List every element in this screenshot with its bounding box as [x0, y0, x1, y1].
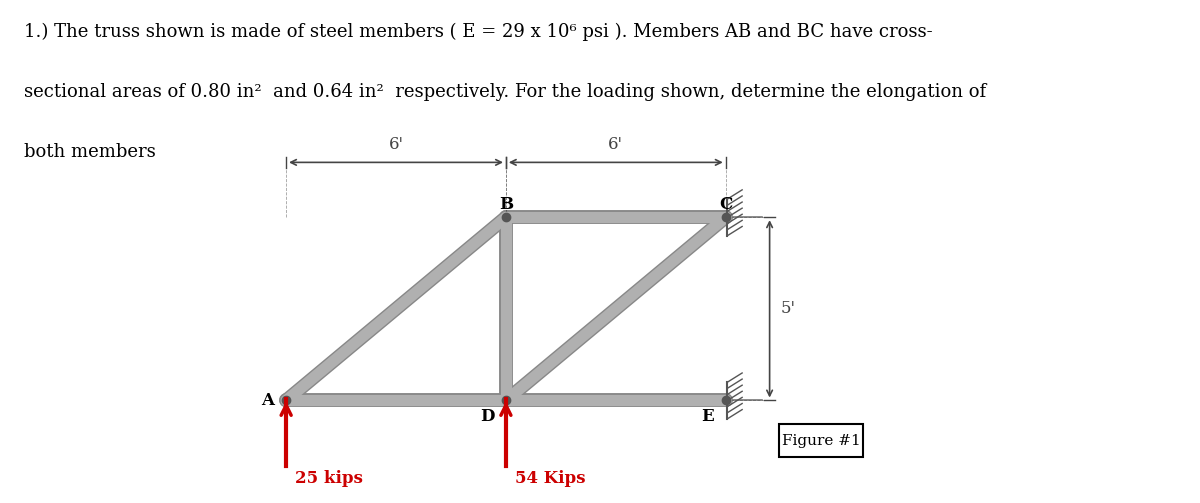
Text: D: D [480, 408, 494, 426]
FancyBboxPatch shape [779, 424, 863, 457]
Text: A: A [262, 392, 275, 409]
Text: 5': 5' [781, 300, 796, 317]
Text: 25 kips: 25 kips [295, 470, 364, 487]
Text: 6': 6' [608, 136, 623, 153]
Text: C: C [719, 196, 732, 213]
Text: both members: both members [24, 143, 156, 161]
Text: Figure #1: Figure #1 [781, 434, 860, 448]
Text: 54 Kips: 54 Kips [515, 470, 586, 487]
Text: B: B [499, 196, 512, 213]
Text: 6': 6' [389, 136, 403, 153]
Text: E: E [701, 408, 714, 426]
Text: 1.) The truss shown is made of steel members ( E = 29 x 10⁶ psi ). Members AB an: 1.) The truss shown is made of steel mem… [24, 23, 932, 41]
Text: sectional areas of 0.80 in²  and 0.64 in²  respectively. For the loading shown, : sectional areas of 0.80 in² and 0.64 in²… [24, 83, 986, 101]
